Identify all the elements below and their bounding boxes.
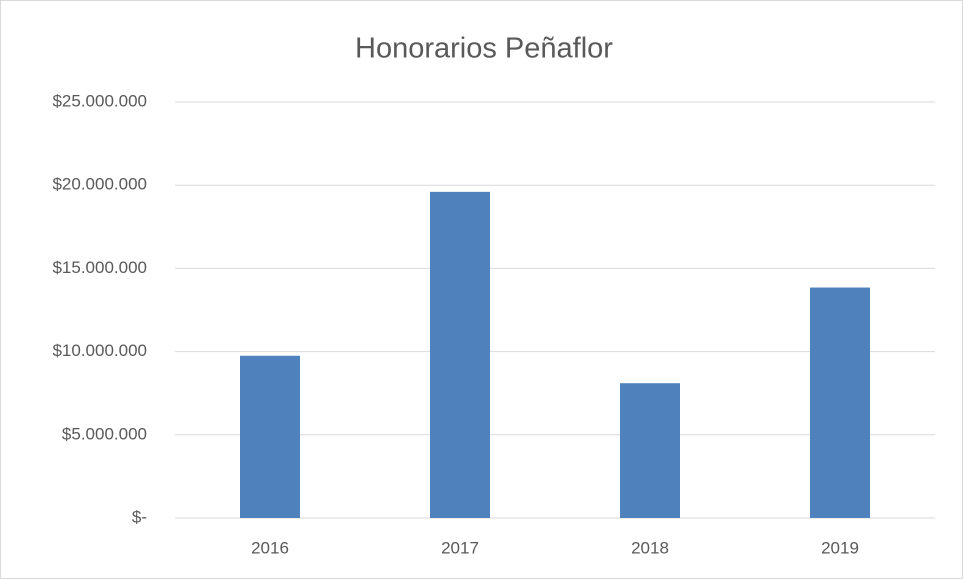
y-tick-label: $5.000.000 (62, 424, 147, 443)
chart-title: Honorarios Peñaflor (355, 33, 613, 65)
bar (430, 191, 490, 518)
x-tick-label: 2018 (631, 538, 669, 557)
y-tick-label: $- (132, 507, 147, 526)
bar (620, 383, 680, 518)
x-tick-label: 2019 (821, 538, 859, 557)
bar (810, 287, 870, 518)
y-tick-label: $20.000.000 (52, 175, 147, 194)
x-tick-label: 2017 (441, 538, 479, 557)
bar (240, 355, 300, 518)
y-tick-label: $10.000.000 (52, 341, 147, 360)
y-tick-label: $25.000.000 (52, 91, 147, 110)
x-tick-label: 2016 (251, 538, 289, 557)
y-tick-label: $15.000.000 (52, 258, 147, 277)
